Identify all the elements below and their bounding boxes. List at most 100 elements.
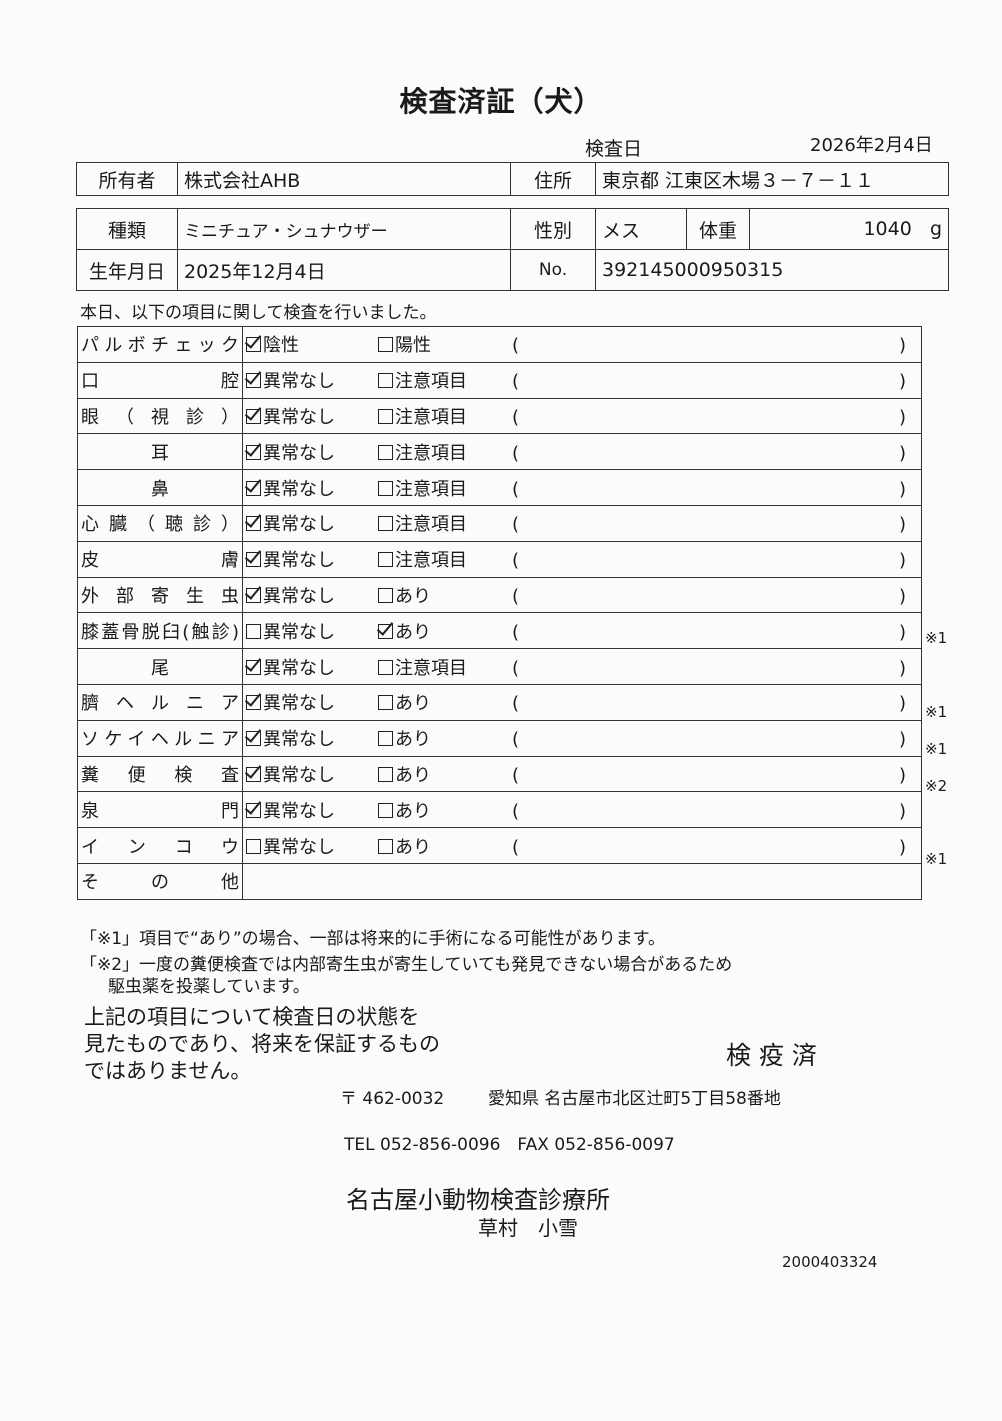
checkbox[interactable] bbox=[378, 516, 393, 532]
checkbox[interactable] bbox=[378, 731, 393, 747]
checkbox[interactable] bbox=[246, 373, 261, 389]
checkbox[interactable] bbox=[378, 587, 393, 603]
option-1[interactable]: 異常なし bbox=[246, 618, 378, 644]
option-2[interactable]: 陽性 bbox=[378, 331, 510, 357]
option-1[interactable]: 異常なし bbox=[246, 475, 378, 501]
option-2[interactable]: 注意項目 bbox=[378, 403, 510, 429]
checkbox[interactable] bbox=[246, 408, 261, 424]
weight-value: 1040 g bbox=[749, 208, 949, 250]
option-2[interactable]: 注意項目 bbox=[378, 546, 510, 572]
option-2[interactable]: あり bbox=[378, 618, 510, 644]
option-2[interactable]: あり bbox=[378, 833, 510, 859]
checkbox[interactable] bbox=[246, 587, 261, 603]
option-2[interactable]: あり bbox=[378, 797, 510, 823]
breed-value: ミニチュア・シュナウザー bbox=[177, 208, 511, 250]
footnote-mark: ※1 bbox=[925, 629, 948, 648]
checkbox[interactable] bbox=[246, 480, 261, 496]
option-1[interactable]: 異常なし bbox=[246, 510, 378, 536]
sex-label: 性別 bbox=[510, 208, 596, 250]
checkbox[interactable] bbox=[378, 623, 393, 639]
option-1[interactable]: 異常なし bbox=[246, 761, 378, 787]
checkbox[interactable] bbox=[378, 766, 393, 782]
remarks-field[interactable]: () bbox=[512, 837, 906, 858]
checkbox[interactable] bbox=[378, 444, 393, 460]
option-label: 異常なし bbox=[263, 729, 335, 751]
remarks-field[interactable]: () bbox=[512, 550, 906, 571]
checkbox[interactable] bbox=[246, 659, 261, 675]
checkbox[interactable] bbox=[378, 838, 393, 854]
checkbox[interactable] bbox=[246, 802, 261, 818]
row-options: 異常なし 注意項目 () bbox=[242, 433, 922, 471]
remarks-field[interactable]: () bbox=[512, 586, 906, 607]
option-1[interactable]: 異常なし bbox=[246, 546, 378, 572]
checkbox[interactable] bbox=[378, 659, 393, 675]
option-2[interactable]: 注意項目 bbox=[378, 367, 510, 393]
option-1[interactable]: 異常なし bbox=[246, 725, 378, 751]
checkbox[interactable] bbox=[246, 337, 261, 353]
paren-open: ( bbox=[512, 693, 520, 715]
remarks-field[interactable]: () bbox=[512, 693, 906, 714]
paren-close: ) bbox=[898, 550, 906, 572]
option-2[interactable]: あり bbox=[378, 582, 510, 608]
option-1[interactable]: 異常なし bbox=[246, 582, 378, 608]
remarks-field[interactable]: () bbox=[512, 729, 906, 750]
check-row: その他 bbox=[77, 862, 922, 900]
option-label: 注意項目 bbox=[395, 478, 467, 500]
check-row: ソケイヘルニア 異常なし あり () bbox=[77, 719, 922, 757]
remarks-field[interactable]: () bbox=[512, 514, 906, 535]
remarks-field[interactable]: () bbox=[512, 801, 906, 822]
remarks-field[interactable]: () bbox=[512, 658, 906, 679]
option-label: 異常なし bbox=[263, 764, 335, 786]
remarks-field[interactable]: () bbox=[512, 371, 906, 392]
remarks-field[interactable]: () bbox=[512, 443, 906, 464]
option-2[interactable]: あり bbox=[378, 761, 510, 787]
remarks-field[interactable]: () bbox=[512, 765, 906, 786]
checkbox[interactable] bbox=[246, 516, 261, 532]
row-options: 異常なし 注意項目 () bbox=[242, 648, 922, 685]
option-1[interactable]: 異常なし bbox=[246, 403, 378, 429]
row-label: 口腔 bbox=[77, 361, 243, 399]
disclaimer-3: ではありません。 bbox=[84, 1059, 252, 1083]
option-1[interactable]: 陰性 bbox=[246, 331, 378, 357]
option-1[interactable]: 異常なし bbox=[246, 797, 378, 823]
row-label: 糞便検査 bbox=[77, 755, 243, 793]
checkbox[interactable] bbox=[246, 552, 261, 568]
checkbox[interactable] bbox=[378, 408, 393, 424]
checkbox[interactable] bbox=[378, 480, 393, 496]
option-1[interactable]: 異常なし bbox=[246, 439, 378, 465]
paren-close: ) bbox=[898, 836, 906, 858]
remarks-field[interactable]: () bbox=[512, 622, 906, 643]
checkbox[interactable] bbox=[378, 552, 393, 568]
option-2[interactable]: あり bbox=[378, 725, 510, 751]
checkbox[interactable] bbox=[246, 731, 261, 747]
option-1[interactable]: 異常なし bbox=[246, 833, 378, 859]
checkbox[interactable] bbox=[246, 838, 261, 854]
paren-close: ) bbox=[898, 478, 906, 500]
checkbox[interactable] bbox=[378, 373, 393, 389]
checkbox[interactable] bbox=[246, 695, 261, 711]
remarks-field[interactable]: () bbox=[512, 479, 906, 500]
checkbox[interactable] bbox=[378, 802, 393, 818]
address-value: 東京都 江東区木場３－７－１１ bbox=[595, 162, 949, 196]
option-1[interactable]: 異常なし bbox=[246, 367, 378, 393]
checkbox[interactable] bbox=[246, 766, 261, 782]
option-2[interactable]: あり bbox=[378, 689, 510, 715]
paren-open: ( bbox=[512, 335, 520, 357]
checkbox[interactable] bbox=[378, 337, 393, 353]
option-1[interactable]: 異常なし bbox=[246, 654, 378, 680]
note-1: 「※1」項目で“あり”の場合、一部は将来的に手術になる可能性があります。 bbox=[80, 929, 665, 949]
option-2[interactable]: 注意項目 bbox=[378, 654, 510, 680]
option-2[interactable]: 注意項目 bbox=[378, 475, 510, 501]
option-2[interactable]: 注意項目 bbox=[378, 439, 510, 465]
sex-value: メス bbox=[595, 208, 687, 250]
breed-label: 種類 bbox=[76, 208, 178, 250]
paren-close: ) bbox=[898, 693, 906, 715]
remarks-field[interactable]: () bbox=[512, 335, 906, 356]
option-1[interactable]: 異常なし bbox=[246, 689, 378, 715]
checkbox[interactable] bbox=[246, 444, 261, 460]
paren-close: ) bbox=[898, 585, 906, 607]
remarks-field[interactable]: () bbox=[512, 407, 906, 428]
checkbox[interactable] bbox=[246, 623, 261, 639]
option-2[interactable]: 注意項目 bbox=[378, 510, 510, 536]
checkbox[interactable] bbox=[378, 695, 393, 711]
